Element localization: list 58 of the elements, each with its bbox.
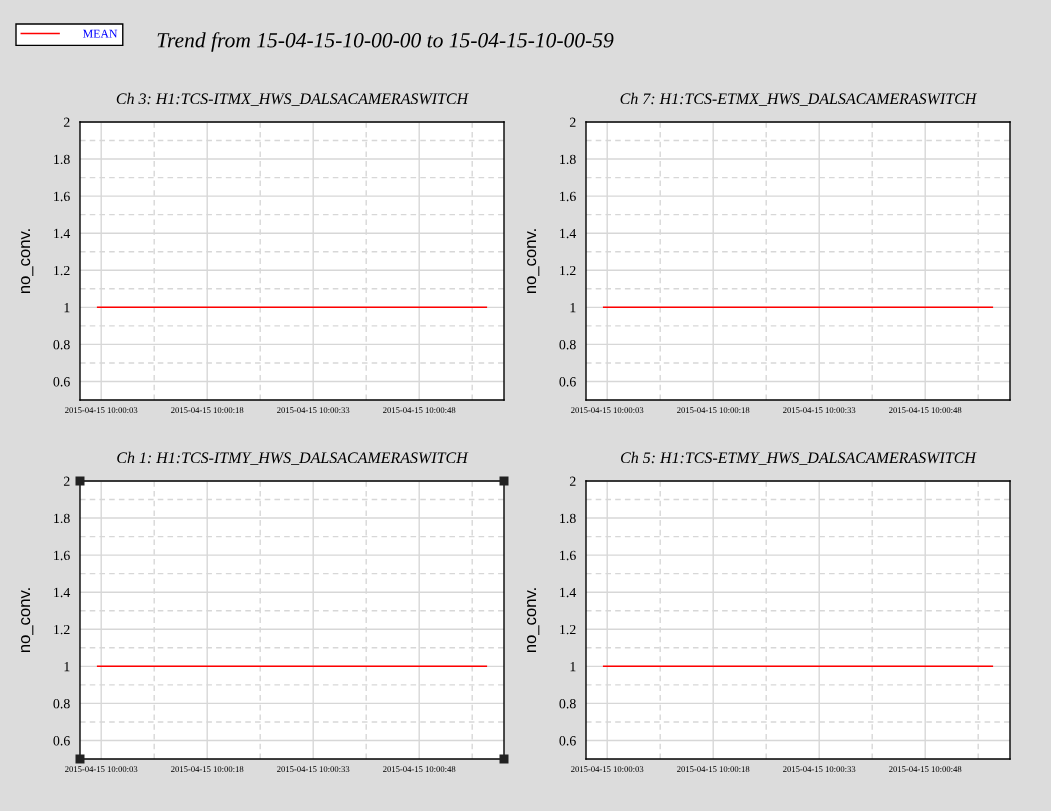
y-tick-label: 1.4 — [54, 228, 71, 239]
y-tick-label: 1.2 — [54, 624, 70, 635]
y-tick-label: 0.8 — [559, 698, 576, 709]
y-tick-label: 1 — [64, 302, 70, 313]
y-tick-label: 1.8 — [54, 154, 70, 165]
y-tick-label: 1.8 — [560, 513, 576, 524]
y-tick-label: 0.8 — [53, 339, 70, 350]
y-axis-title: no_conv. — [21, 588, 34, 653]
x-tick-label: 2015-04-15 10:00:48 — [383, 407, 456, 414]
x-tick-label: 2015-04-15 10:00:33 — [783, 766, 856, 773]
x-tick-label: 2015-04-15 10:00:03 — [571, 766, 644, 773]
x-tick-label: 2015-04-15 10:00:18 — [171, 766, 244, 773]
y-tick-label: 1.2 — [54, 265, 70, 276]
y-tick-label: 1.6 — [560, 191, 576, 202]
y-tick-label: 1.4 — [54, 587, 71, 598]
x-tick-label: 2015-04-15 10:00:03 — [571, 407, 644, 414]
chart-title: Ch 3: H1:TCS-ITMX_HWS_DALSACAMERASWITCH — [116, 92, 469, 106]
y-tick-label: 1.2 — [560, 624, 576, 635]
chart-title: Ch 7: H1:TCS-ETMX_HWS_DALSACAMERASWITCH — [620, 92, 978, 106]
y-tick-label: 1.2 — [560, 265, 576, 276]
y-tick-label: 1.8 — [560, 154, 576, 165]
y-tick-label: 1.4 — [560, 228, 577, 239]
y-tick-label: 1.8 — [54, 513, 70, 524]
y-tick-label: 0.8 — [53, 698, 70, 709]
y-tick-label: 0.8 — [559, 339, 576, 350]
y-tick-label: 1.6 — [54, 191, 70, 202]
y-tick-label: 1 — [570, 302, 576, 313]
y-tick-label: 1.6 — [560, 550, 576, 561]
y-axis-title: no_conv. — [21, 229, 34, 294]
y-tick-label: 0.6 — [53, 377, 70, 387]
y-tick-label: 2 — [63, 117, 70, 127]
y-tick-label: 2 — [569, 476, 576, 486]
text: Trend from 15-04-15-10-00-00 to 15-04-15-10-00-59 — [157, 32, 614, 52]
x-tick-label: 2015-04-15 10:00:18 — [677, 407, 750, 414]
y-tick-label: 1 — [64, 661, 70, 672]
x-tick-label: 2015-04-15 10:00:33 — [277, 766, 350, 773]
y-tick-label: 2 — [569, 117, 576, 127]
x-tick-label: 2015-04-15 10:00:48 — [889, 407, 962, 414]
chart-title: Ch 5: H1:TCS-ETMY_HWS_DALSACAMERASWITCH — [620, 451, 977, 465]
x-tick-label: 2015-04-15 10:00:48 — [889, 766, 962, 773]
y-tick-label: 1.4 — [560, 587, 577, 598]
x-tick-label: 2015-04-15 10:00:03 — [65, 407, 138, 414]
x-tick-label: 2015-04-15 10:00:33 — [783, 407, 856, 414]
legend-label: MEAN — [83, 29, 118, 38]
chart-title: Ch 1: H1:TCS-ITMY_HWS_DALSACAMERASWITCH — [117, 451, 469, 465]
y-axis-title: no_conv. — [527, 229, 540, 294]
y-tick-label: 1 — [570, 661, 576, 672]
y-tick-label: 0.6 — [559, 377, 576, 387]
y-tick-label: 2 — [63, 476, 70, 486]
x-tick-label: 2015-04-15 10:00:33 — [277, 407, 350, 414]
x-tick-label: 2015-04-15 10:00:03 — [65, 766, 138, 773]
x-tick-label: 2015-04-15 10:00:18 — [677, 766, 750, 773]
x-tick-label: 2015-04-15 10:00:48 — [383, 766, 456, 773]
y-tick-label: 1.6 — [54, 550, 70, 561]
y-tick-label: 0.6 — [53, 736, 70, 746]
y-tick-label: 0.6 — [559, 736, 576, 746]
y-axis-title: no_conv. — [527, 588, 540, 653]
x-tick-label: 2015-04-15 10:00:18 — [171, 407, 244, 414]
